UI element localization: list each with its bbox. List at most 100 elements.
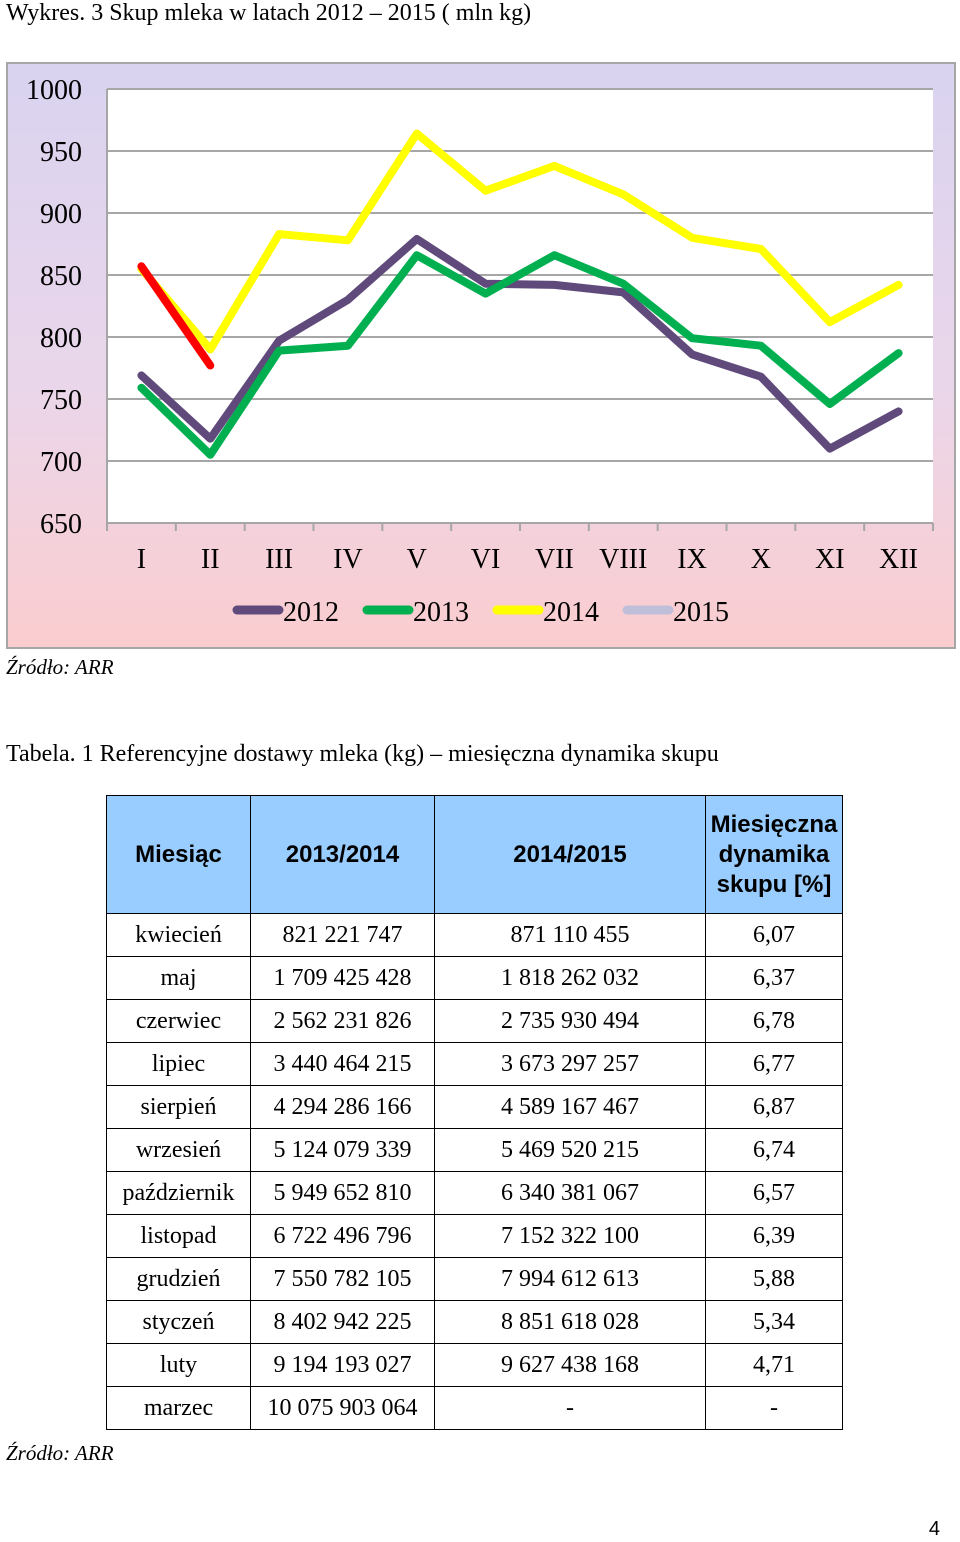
legend-label-2014: 2014 bbox=[543, 597, 599, 628]
cell-month: wrzesień bbox=[106, 1128, 251, 1172]
header-month: Miesiąc bbox=[106, 795, 251, 914]
cell-2014-2015: 7 994 612 613 bbox=[434, 1257, 706, 1301]
cell-dynamics: 6,07 bbox=[705, 913, 843, 957]
series-line-2013 bbox=[137, 251, 903, 459]
cell-2013-2014: 9 194 193 027 bbox=[250, 1343, 435, 1387]
cell-dynamics: 5,88 bbox=[705, 1257, 843, 1301]
y-tick-label: 900 bbox=[40, 199, 82, 230]
cell-month: luty bbox=[106, 1343, 251, 1387]
cell-dynamics: 6,77 bbox=[705, 1042, 843, 1086]
cell-month: grudzień bbox=[106, 1257, 251, 1301]
cell-dynamics: 6,74 bbox=[705, 1128, 843, 1172]
series-line-2015 bbox=[137, 262, 215, 370]
x-tick-label: XII bbox=[879, 544, 918, 575]
table-row: kwiecień 821 221 747 871 110 455 6,07 bbox=[106, 913, 843, 957]
cell-month: maj bbox=[106, 956, 251, 1000]
cell-2013-2014: 7 550 782 105 bbox=[250, 1257, 435, 1301]
table-row: czerwiec 2 562 231 826 2 735 930 494 6,78 bbox=[106, 999, 843, 1043]
x-tick-label: VIII bbox=[599, 544, 647, 575]
header-2014-2015: 2014/2015 bbox=[434, 795, 706, 914]
x-tick-label: XI bbox=[815, 544, 845, 575]
cell-month: sierpień bbox=[106, 1085, 251, 1129]
x-tick-label: II bbox=[201, 544, 220, 575]
cell-2014-2015: 2 735 930 494 bbox=[434, 999, 706, 1043]
cell-month: listopad bbox=[106, 1214, 251, 1258]
cell-dynamics: 6,57 bbox=[705, 1171, 843, 1215]
cell-month: marzec bbox=[106, 1386, 251, 1430]
legend-label-2013: 2013 bbox=[413, 597, 469, 628]
cell-2013-2014: 821 221 747 bbox=[250, 913, 435, 957]
cell-2014-2015: 5 469 520 215 bbox=[434, 1128, 706, 1172]
x-tick-label: IV bbox=[333, 544, 363, 575]
cell-2013-2014: 2 562 231 826 bbox=[250, 999, 435, 1043]
y-tick-label: 1000 bbox=[26, 75, 82, 106]
cell-2014-2015: 9 627 438 168 bbox=[434, 1343, 706, 1387]
cell-2013-2014: 4 294 286 166 bbox=[250, 1085, 435, 1129]
cell-2013-2014: 5 124 079 339 bbox=[250, 1128, 435, 1172]
x-tick-label: I bbox=[137, 544, 146, 575]
cell-2013-2014: 10 075 903 064 bbox=[250, 1386, 435, 1430]
cell-2014-2015: 8 851 618 028 bbox=[434, 1300, 706, 1344]
cell-2013-2014: 5 949 652 810 bbox=[250, 1171, 435, 1215]
table-row: sierpień 4 294 286 166 4 589 167 467 6,87 bbox=[106, 1085, 843, 1129]
x-tick-label: VII bbox=[535, 544, 574, 575]
table-caption: Tabela. 1 Referencyjne dostawy mleka (kg… bbox=[6, 741, 719, 767]
plot-area bbox=[107, 89, 933, 523]
header-monthly-dynamics: Miesięczna dynamika skupu [%] bbox=[705, 795, 843, 914]
series-line-2014 bbox=[137, 129, 903, 354]
cell-2014-2015: 7 152 322 100 bbox=[434, 1214, 706, 1258]
cell-month: kwiecień bbox=[106, 913, 251, 957]
cell-2014-2015: 6 340 381 067 bbox=[434, 1171, 706, 1215]
cell-dynamics: 6,87 bbox=[705, 1085, 843, 1129]
x-tick-label: VI bbox=[471, 544, 501, 575]
x-tick-label: X bbox=[751, 544, 771, 575]
y-tick-label: 800 bbox=[40, 323, 82, 354]
reference-deliveries-table: Miesiąc 2013/2014 2014/2015 Miesięczna d… bbox=[106, 795, 843, 1430]
y-tick-label: 750 bbox=[40, 385, 82, 416]
y-tick-label: 650 bbox=[40, 509, 82, 540]
y-tick-label: 950 bbox=[40, 137, 82, 168]
x-tick-label: III bbox=[265, 544, 293, 575]
legend-label-2012: 2012 bbox=[283, 597, 339, 628]
page-number: 4 bbox=[928, 1518, 940, 1540]
chart-source: Źródło: ARR bbox=[6, 655, 114, 679]
cell-month: październik bbox=[106, 1171, 251, 1215]
cell-month: lipiec bbox=[106, 1042, 251, 1086]
chart-caption: Wykres. 3 Skup mleka w latach 2012 – 201… bbox=[6, 0, 532, 26]
cell-month: czerwiec bbox=[106, 999, 251, 1043]
legend-label-2015: 2015 bbox=[673, 597, 729, 628]
cell-dynamics: 6,39 bbox=[705, 1214, 843, 1258]
table-row: luty 9 194 193 027 9 627 438 168 4,71 bbox=[106, 1343, 843, 1387]
cell-2014-2015: - bbox=[434, 1386, 706, 1430]
x-tick-label: V bbox=[407, 544, 427, 575]
cell-2013-2014: 6 722 496 796 bbox=[250, 1214, 435, 1258]
cell-2014-2015: 3 673 297 257 bbox=[434, 1042, 706, 1086]
cell-month: styczeń bbox=[106, 1300, 251, 1344]
table-row: październik 5 949 652 810 6 340 381 067 6,5… bbox=[106, 1171, 843, 1215]
table-row: grudzień 7 550 782 105 7 994 612 613 5,88 bbox=[106, 1257, 843, 1301]
cell-2014-2015: 1 818 262 032 bbox=[434, 956, 706, 1000]
cell-2014-2015: 871 110 455 bbox=[434, 913, 706, 957]
cell-2014-2015: 4 589 167 467 bbox=[434, 1085, 706, 1129]
table-row: wrzesień 5 124 079 339 5 469 520 215 6,74 bbox=[106, 1128, 843, 1172]
table-row: marzec 10 075 903 064- - bbox=[106, 1386, 843, 1430]
cell-dynamics: 4,71 bbox=[705, 1343, 843, 1387]
table-source: Źródło: ARR bbox=[6, 1441, 114, 1465]
series-line-2012 bbox=[137, 235, 903, 453]
cell-dynamics: - bbox=[705, 1386, 843, 1430]
cell-dynamics: 6,37 bbox=[705, 956, 843, 1000]
table-row: lipiec 3 440 464 215 3 673 297 257 6,77 bbox=[106, 1042, 843, 1086]
cell-2013-2014: 1 709 425 428 bbox=[250, 956, 435, 1000]
cell-2013-2014: 8 402 942 225 bbox=[250, 1300, 435, 1344]
table-row: listopad 6 722 496 796 7 152 322 100 6,39 bbox=[106, 1214, 843, 1258]
table-row: maj 1 709 425 428 1 818 262 032 6,37 bbox=[106, 956, 843, 1000]
y-tick-label: 700 bbox=[40, 447, 82, 478]
y-tick-label: 850 bbox=[40, 261, 82, 292]
x-tick-label: IX bbox=[677, 544, 707, 575]
header-2013-2014: 2013/2014 bbox=[250, 795, 435, 914]
cell-2013-2014: 3 440 464 215 bbox=[250, 1042, 435, 1086]
cell-dynamics: 5,34 bbox=[705, 1300, 843, 1344]
cell-dynamics: 6,78 bbox=[705, 999, 843, 1043]
table-row: styczeń 8 402 942 225 8 851 618 028 5,34 bbox=[106, 1300, 843, 1344]
